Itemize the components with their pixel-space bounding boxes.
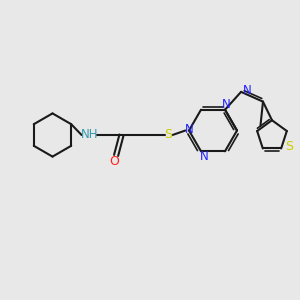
Text: N: N [200, 150, 209, 163]
Text: S: S [286, 140, 294, 154]
Text: N: N [222, 98, 231, 111]
Text: NH: NH [81, 128, 99, 142]
Text: S: S [165, 128, 172, 142]
Text: O: O [110, 155, 119, 169]
Text: N: N [243, 84, 252, 97]
Text: N: N [185, 123, 194, 136]
